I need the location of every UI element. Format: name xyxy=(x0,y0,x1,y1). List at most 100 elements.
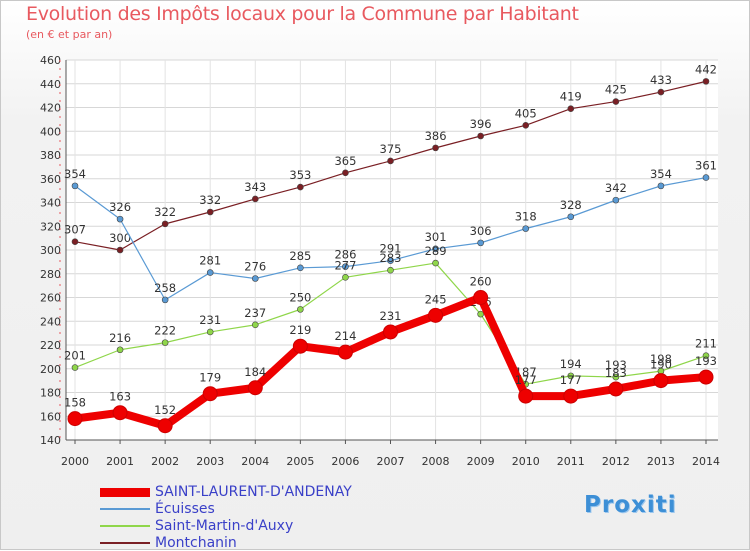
data-label: 219 xyxy=(289,323,311,337)
x-tick-label: 2002 xyxy=(151,455,179,468)
data-point xyxy=(608,381,624,397)
data-point xyxy=(612,98,620,105)
y-tick-label: 160 xyxy=(40,410,61,423)
y-tick-label: 280 xyxy=(40,268,61,281)
x-tick-label: 2008 xyxy=(422,455,450,468)
y-tick-label: 180 xyxy=(40,387,61,400)
data-point xyxy=(342,169,349,177)
data-label: 245 xyxy=(425,292,447,306)
data-label: 300 xyxy=(109,231,131,245)
data-point xyxy=(342,263,349,270)
data-point xyxy=(387,157,394,165)
y-tick-label: 420 xyxy=(40,102,61,115)
y-tick-label: 300 xyxy=(40,244,61,257)
data-point xyxy=(251,275,259,282)
data-label: 322 xyxy=(154,205,176,219)
data-label: 396 xyxy=(470,117,492,131)
data-label: 193 xyxy=(605,358,627,372)
data-label: 307 xyxy=(64,223,86,237)
data-point xyxy=(206,269,214,276)
data-point xyxy=(567,105,575,112)
data-point xyxy=(116,246,124,254)
y-tick-label: 320 xyxy=(40,220,61,233)
data-point xyxy=(563,388,579,404)
x-tick-label: 2005 xyxy=(286,455,314,468)
data-point xyxy=(612,373,620,381)
data-point xyxy=(206,328,214,336)
data-label: 354 xyxy=(650,167,672,181)
data-label: 179 xyxy=(199,371,221,385)
x-tick-label: 2009 xyxy=(467,455,495,468)
data-label: 386 xyxy=(425,129,447,143)
legend-swatch xyxy=(100,508,150,510)
legend-item: SAINT-LAURENT-D'ANDENAY xyxy=(100,484,400,500)
data-point xyxy=(337,344,353,360)
data-point xyxy=(387,266,394,274)
data-point xyxy=(477,239,484,247)
data-point xyxy=(477,132,484,140)
data-label: 343 xyxy=(244,180,266,194)
data-label: 158 xyxy=(64,396,86,410)
x-tick-label: 2014 xyxy=(692,455,720,468)
data-point xyxy=(432,245,439,253)
data-label: 285 xyxy=(289,249,311,263)
y-tick-label: 220 xyxy=(40,339,61,352)
data-label: 193 xyxy=(695,354,717,368)
data-label: 375 xyxy=(380,142,402,156)
data-point xyxy=(432,259,439,267)
data-point xyxy=(702,352,710,359)
legend-label: Écuisses xyxy=(155,501,215,517)
y-tick-label: 340 xyxy=(40,197,61,210)
data-point xyxy=(702,78,710,85)
y-tick-label: 360 xyxy=(40,173,61,186)
data-label: 442 xyxy=(695,62,717,76)
data-label: 419 xyxy=(560,90,582,104)
y-tick-label: 240 xyxy=(40,315,61,328)
data-label: 258 xyxy=(154,281,176,295)
data-point xyxy=(387,257,394,264)
data-label: 433 xyxy=(650,73,672,87)
data-point xyxy=(292,338,308,354)
data-label: 231 xyxy=(199,313,221,327)
legend-item: Écuisses xyxy=(100,501,400,517)
data-label: 306 xyxy=(470,224,492,238)
data-label: 231 xyxy=(380,309,402,323)
x-tick-label: 2007 xyxy=(377,455,405,468)
data-point xyxy=(477,310,484,318)
data-label: 291 xyxy=(380,242,402,256)
data-label: 260 xyxy=(470,275,492,289)
data-point xyxy=(522,225,530,232)
legend-swatch xyxy=(100,542,150,544)
y-tick-label: 440 xyxy=(40,78,61,91)
data-label: 365 xyxy=(334,154,356,168)
x-tick-label: 2000 xyxy=(61,455,89,468)
data-label: 353 xyxy=(289,168,311,182)
y-tick-label: 400 xyxy=(40,125,61,138)
y-tick-label: 200 xyxy=(40,363,61,376)
x-tick-label: 2012 xyxy=(602,455,630,468)
data-label: 301 xyxy=(425,230,447,244)
legend-item: Saint-Martin-d'Auxy xyxy=(100,518,400,534)
data-label: 250 xyxy=(289,290,311,304)
chart-subtitle: (en € et par an) xyxy=(26,28,113,41)
data-label: 276 xyxy=(244,260,266,274)
y-tick-label: 260 xyxy=(40,292,61,305)
chart-title: Evolution des Impôts locaux pour la Comm… xyxy=(26,3,579,25)
data-label: 354 xyxy=(64,167,86,181)
data-point xyxy=(247,380,263,396)
data-label: 222 xyxy=(154,324,176,338)
proxiti-logo: Proxiti xyxy=(584,492,677,518)
data-label: 328 xyxy=(560,198,582,212)
data-point xyxy=(251,195,259,203)
data-point xyxy=(116,215,124,223)
data-label: 194 xyxy=(560,357,582,371)
data-point xyxy=(657,182,665,190)
data-point xyxy=(342,274,349,281)
data-label: 425 xyxy=(605,83,627,97)
data-point xyxy=(702,174,710,181)
data-label: 211 xyxy=(695,337,717,351)
data-point xyxy=(518,388,534,404)
x-tick-label: 2010 xyxy=(512,455,540,468)
data-label: 286 xyxy=(334,248,356,262)
